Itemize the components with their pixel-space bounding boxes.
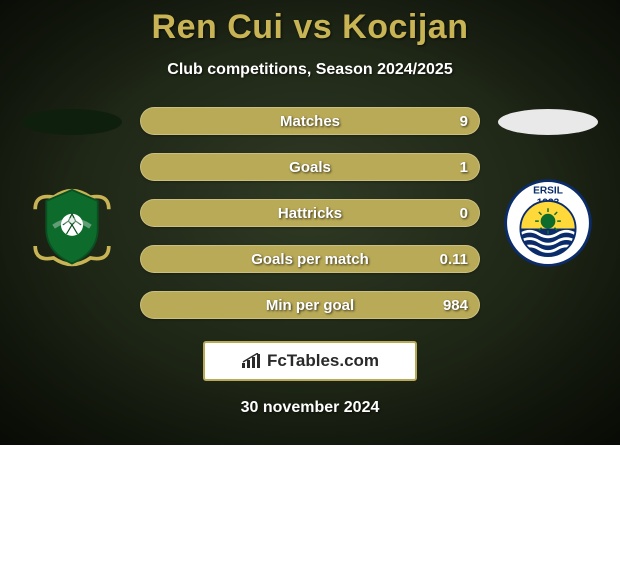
stats-list: Matches 9 Goals 1 Hattricks 0 Goals per match 0… <box>140 107 480 319</box>
stat-row: Hattricks 0 <box>140 199 480 227</box>
stat-right-value: 0 <box>460 205 468 222</box>
right-player-column: ERSIL 1933 <box>498 107 598 269</box>
svg-text:ERSIL: ERSIL <box>533 186 563 197</box>
left-club-crest <box>26 177 118 269</box>
page-title: Ren Cui vs Kocijan <box>0 0 620 47</box>
stat-row: Goals per match 0.11 <box>140 245 480 273</box>
stat-right-value: 0.11 <box>440 251 468 268</box>
content-row: Matches 9 Goals 1 Hattricks 0 Goals per match 0… <box>0 107 620 319</box>
footer-date: 30 november 2024 <box>0 399 620 417</box>
stat-label: Goals per match <box>251 251 369 268</box>
stat-right-value: 9 <box>460 113 468 130</box>
stat-right-value: 1 <box>460 159 468 176</box>
right-club-crest: ERSIL 1933 <box>502 177 594 269</box>
stat-label: Min per goal <box>266 297 354 314</box>
brand-text: FcTables.com <box>267 351 379 371</box>
subtitle: Club competitions, Season 2024/2025 <box>0 61 620 79</box>
stat-row: Goals 1 <box>140 153 480 181</box>
stat-label: Hattricks <box>278 205 342 222</box>
stat-right-value: 984 <box>443 297 468 314</box>
right-player-silhouette <box>498 109 598 135</box>
stat-row: Min per goal 984 <box>140 291 480 319</box>
brand-badge[interactable]: FcTables.com <box>203 341 417 381</box>
chart-icon <box>241 353 261 369</box>
stat-label: Matches <box>280 113 340 130</box>
stat-label: Goals <box>289 159 331 176</box>
stat-row: Matches 9 <box>140 107 480 135</box>
left-player-silhouette <box>22 109 122 135</box>
left-player-column <box>22 107 122 269</box>
comparison-card: Ren Cui vs Kocijan Club competitions, Se… <box>0 0 620 445</box>
